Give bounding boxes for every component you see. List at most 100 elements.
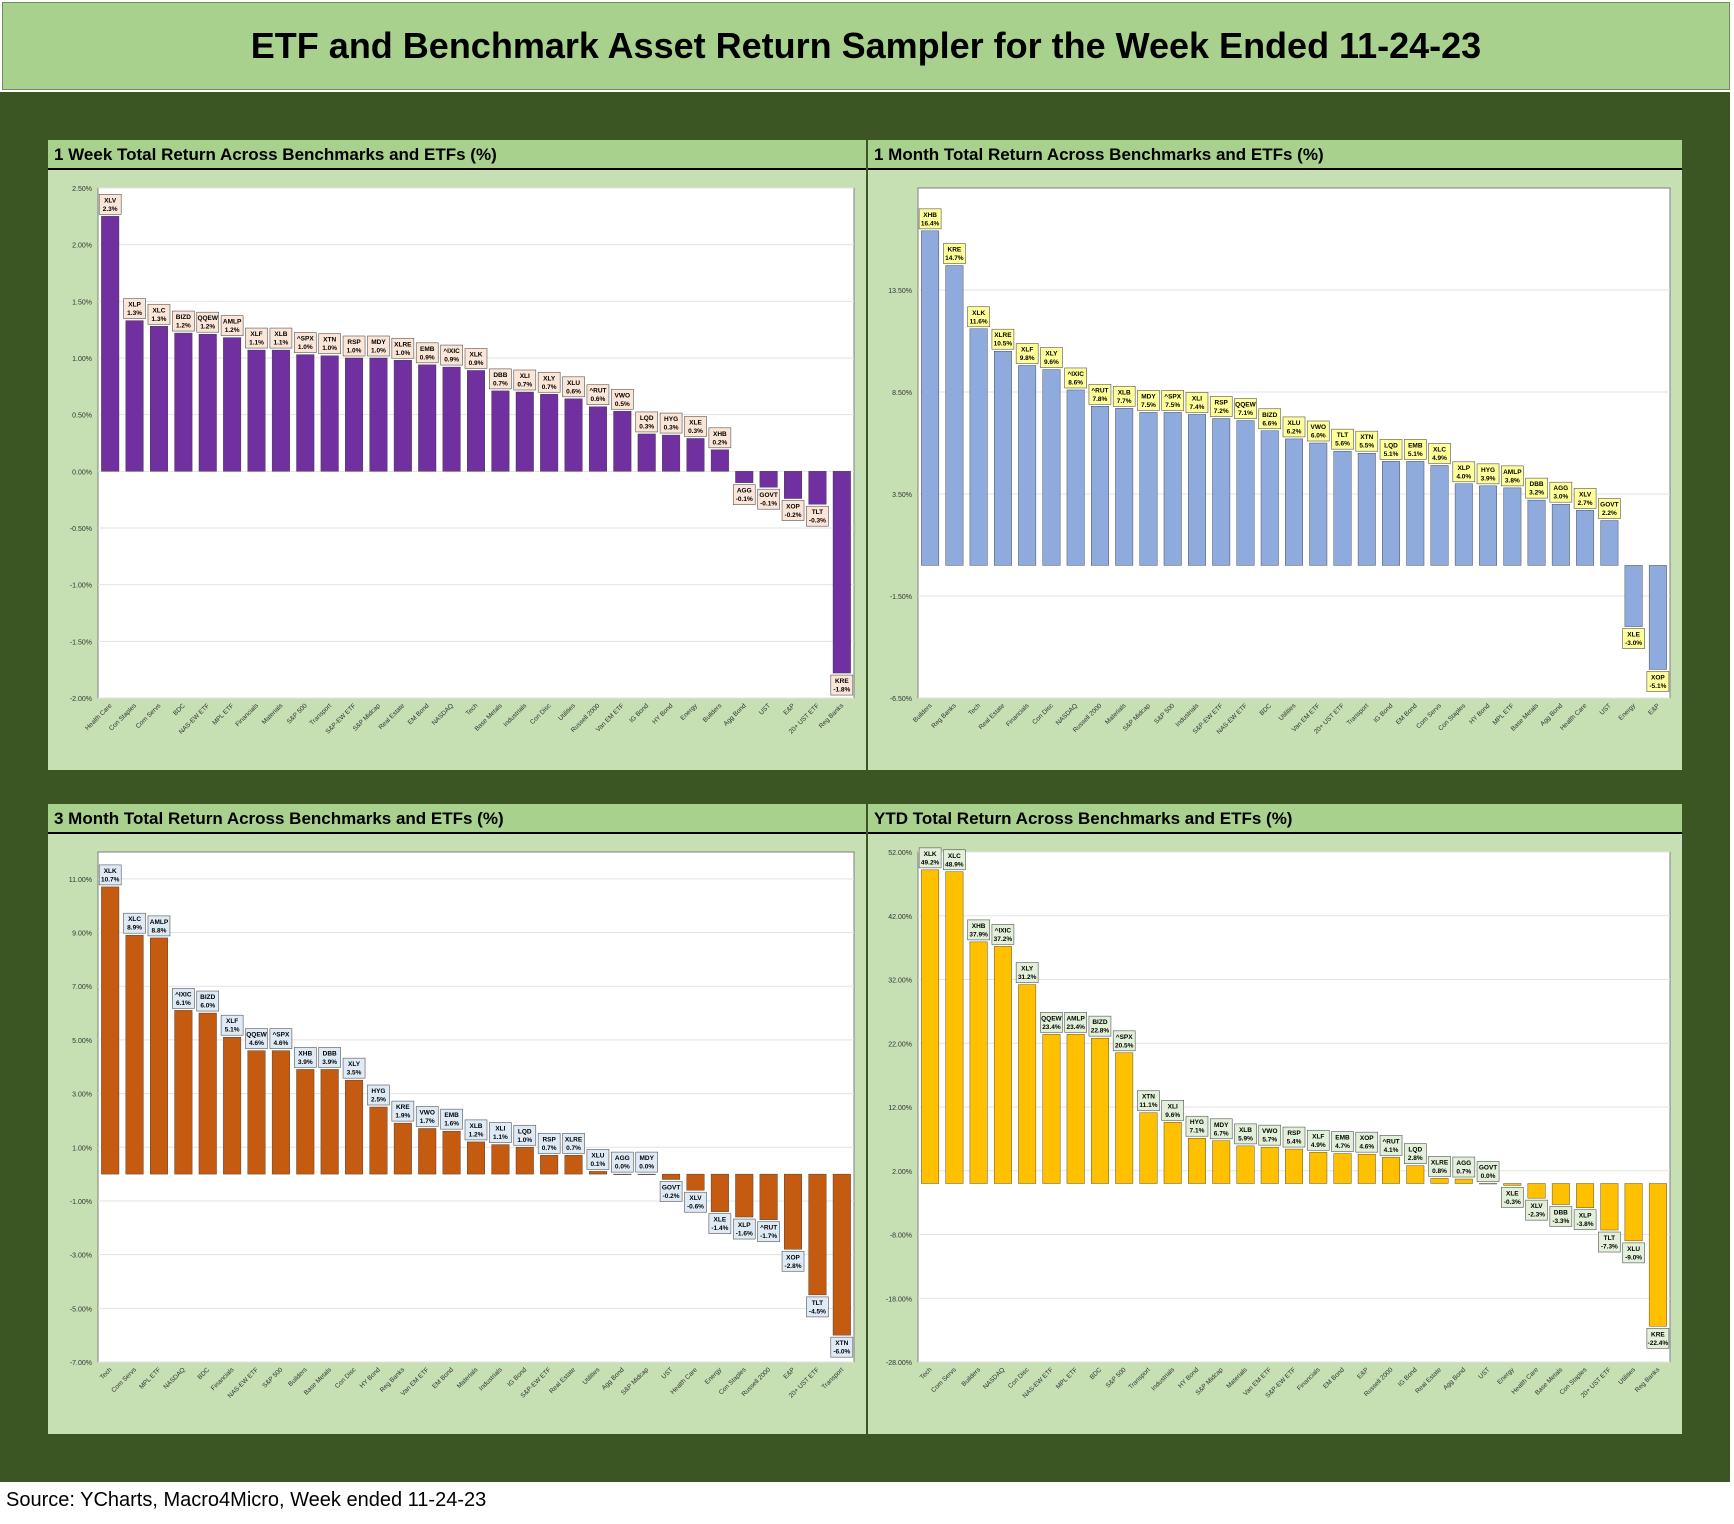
data-label-value: -0.1%: [736, 496, 753, 503]
data-label-value: 3.9%: [322, 1059, 337, 1066]
data-label-ticker: XLV: [1579, 491, 1592, 498]
data-label-box: [415, 342, 439, 364]
data-label-ticker: LQD: [1408, 1147, 1422, 1154]
data-label-ticker: XOP: [1651, 674, 1665, 681]
bar: [613, 1173, 632, 1175]
data-label-box: [918, 208, 942, 230]
x-tick-label: E&P: [782, 1366, 796, 1380]
data-label-box: [391, 1100, 415, 1122]
data-label-ticker: TLT: [1604, 1235, 1615, 1242]
data-label-ticker: XLF: [226, 1018, 238, 1025]
bar: [1551, 504, 1570, 566]
data-label-ticker: XLF: [1312, 1133, 1324, 1140]
data-label-box: [562, 1133, 585, 1154]
data-label-ticker: AMLP: [1503, 469, 1522, 476]
bar: [1357, 1153, 1376, 1184]
data-label-ticker: ^RUT: [1091, 386, 1108, 394]
bar: [1285, 1148, 1303, 1184]
y-tick-label: 1.00%: [72, 356, 92, 363]
data-label-box: [1161, 390, 1185, 411]
data-label-box: [489, 1122, 512, 1143]
data-label-box: [659, 1181, 683, 1202]
data-label-value: -0.6%: [687, 1204, 704, 1211]
data-label-ticker: XLY: [1045, 351, 1058, 358]
data-label-box: [1355, 1131, 1379, 1153]
data-label-value: 6.7%: [1214, 1130, 1229, 1137]
data-label-ticker: EMB: [1408, 442, 1423, 449]
y-tick-label: -1.00%: [70, 583, 92, 590]
data-label-ticker: XHB: [972, 923, 986, 930]
data-label-value: 37.9%: [969, 931, 988, 938]
data-label-box: [967, 919, 990, 941]
data-label-value: 5.1%: [1384, 451, 1399, 458]
bar: [637, 1173, 656, 1175]
bar: [515, 1147, 534, 1175]
bar: [1382, 1157, 1400, 1184]
data-label-box: [342, 1057, 366, 1079]
x-tick-label: Con Disc: [1007, 1366, 1031, 1390]
data-label-ticker: HYG: [664, 416, 678, 423]
data-label-ticker: XLU: [1627, 1246, 1640, 1253]
x-tick-label: Industrials: [1150, 1366, 1176, 1392]
x-tick-label: Financials: [234, 702, 260, 728]
bar: [1551, 1183, 1570, 1205]
data-label-value: -2.8%: [785, 1263, 802, 1270]
data-label-box: [991, 924, 1015, 945]
data-label-box: [1501, 465, 1524, 487]
data-label-ticker: XLC: [1433, 446, 1446, 453]
data-label-box: [1282, 1126, 1306, 1148]
data-label-ticker: HYG: [1190, 1119, 1204, 1126]
data-label-box: [806, 1296, 829, 1318]
y-tick-label: 32.00%: [888, 978, 912, 985]
data-label-box: [1064, 1012, 1087, 1033]
bar: [1576, 1183, 1595, 1208]
data-label-value: 7.8%: [1093, 396, 1108, 403]
x-tick-label: HY Bond: [1468, 702, 1492, 726]
data-label-value: 0.9%: [420, 354, 435, 361]
bar: [969, 328, 988, 566]
data-label-box: [1573, 488, 1597, 509]
data-label-value: 2.7%: [1578, 500, 1593, 507]
bar: [540, 394, 559, 472]
bar: [921, 869, 940, 1184]
y-tick-label: 12.00%: [888, 1105, 912, 1112]
x-tick-label: Real Estate: [1414, 1366, 1443, 1395]
x-tick-label: Industrials: [502, 702, 528, 728]
data-label-box: [1040, 347, 1063, 368]
data-label-box: [196, 311, 220, 333]
data-label-ticker: XLC: [128, 916, 141, 923]
data-label-box: [293, 332, 317, 353]
bar: [1479, 485, 1497, 566]
x-tick-label: UST: [1477, 1366, 1491, 1380]
bar: [613, 411, 632, 472]
x-tick-label: Materials: [1225, 1366, 1249, 1390]
data-label-value: 6.0%: [1311, 433, 1326, 440]
data-label-value: 8.8%: [152, 927, 167, 934]
data-label-value: 0.7%: [566, 1145, 581, 1152]
data-label-value: 2.8%: [1408, 1155, 1423, 1162]
x-tick-label: S&P 500: [286, 702, 309, 725]
y-tick-label: 3.50%: [892, 492, 912, 499]
data-label-value: -7.3%: [1601, 1244, 1618, 1251]
x-tick-label: IG Bond: [1397, 1366, 1419, 1388]
data-label-ticker: GOVT: [1600, 502, 1618, 509]
x-tick-label: Builders: [912, 702, 934, 724]
data-label-ticker: XLP: [1579, 1213, 1592, 1220]
bar: [1648, 1183, 1667, 1327]
bar: [101, 216, 120, 472]
data-label-ticker: EMB: [420, 346, 435, 353]
bar: [1309, 442, 1328, 566]
chart-panel-ytd: YTD Total Return Across Benchmarks and E…: [868, 804, 1682, 1434]
data-label-value: -22.4%: [1648, 1340, 1669, 1347]
data-label-box: [1452, 1156, 1476, 1178]
bar: [296, 354, 315, 472]
data-label-ticker: XLI: [495, 1126, 505, 1133]
data-label-box: [537, 371, 561, 393]
data-label-value: -0.1%: [760, 501, 777, 508]
bar: [247, 1050, 266, 1175]
x-tick-label: Com Servs: [135, 702, 163, 730]
x-tick-label: Utilities: [1278, 702, 1298, 722]
y-tick-label: -1.50%: [890, 594, 912, 601]
x-tick-label: E&P: [1356, 1366, 1370, 1380]
data-label-box: [1306, 1129, 1330, 1151]
